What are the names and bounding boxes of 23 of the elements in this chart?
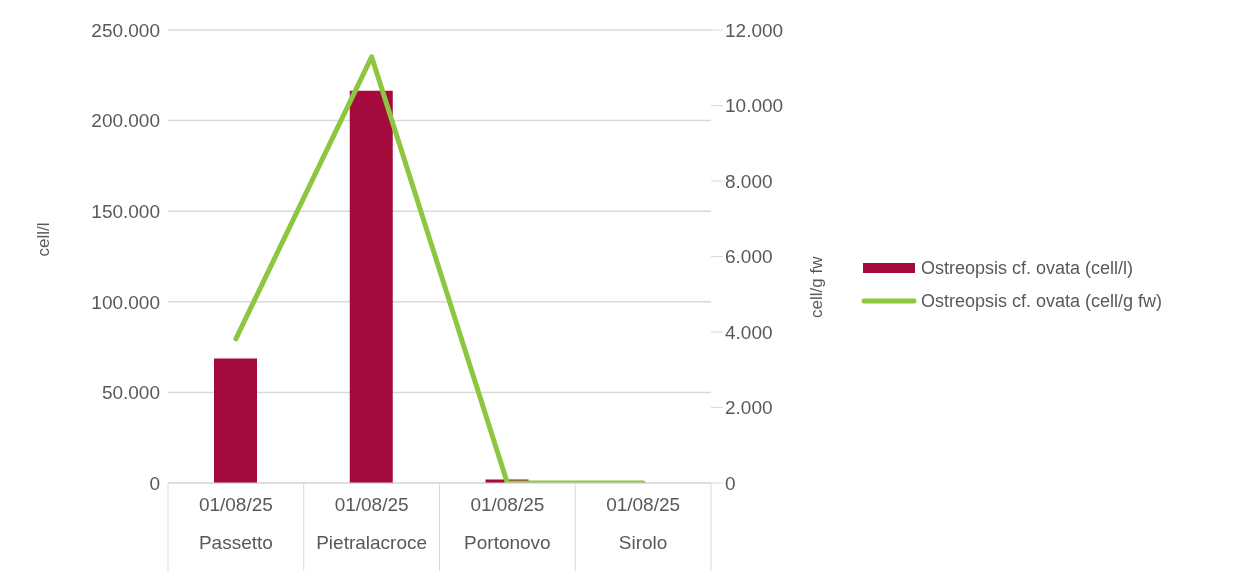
y-tick-label: 100.000 (91, 291, 160, 313)
y-tick-label: 150.000 (91, 200, 160, 222)
bar (349, 90, 393, 483)
y2-tick-label: 10.000 (725, 95, 784, 117)
legend-label: Ostreopsis cf. ovata (cell/l) (921, 257, 1134, 279)
y-tick-label: 250.000 (91, 19, 160, 41)
legend-label: Ostreopsis cf. ovata (cell/g fw) (921, 290, 1163, 312)
y-tick-label: 50.000 (101, 382, 160, 404)
y2-tick-label: 2.000 (725, 397, 773, 419)
y-tick-label: 200.000 (91, 110, 160, 132)
y2-tick-label: 0 (725, 472, 736, 494)
y-tick-label: 0 (149, 472, 160, 494)
x-tick-label: 01/08/25 Sirolo (606, 494, 681, 553)
y2-tick-label: 4.000 (725, 321, 773, 343)
y-axis-title: cell/l (34, 222, 54, 257)
y2-axis-title: cell/g fw (807, 255, 827, 318)
y2-tick-label: 6.000 (725, 246, 773, 268)
x-tick-label: 01/08/25 Passetto (198, 494, 273, 553)
bar (214, 358, 257, 483)
x-tick-label: 01/08/25 Pietralacroce (316, 494, 428, 553)
y2-tick-label: 12.000 (725, 19, 784, 41)
y2-tick-label: 8.000 (725, 170, 773, 192)
x-tick-label: 01/08/25 Portonovo (464, 494, 551, 553)
